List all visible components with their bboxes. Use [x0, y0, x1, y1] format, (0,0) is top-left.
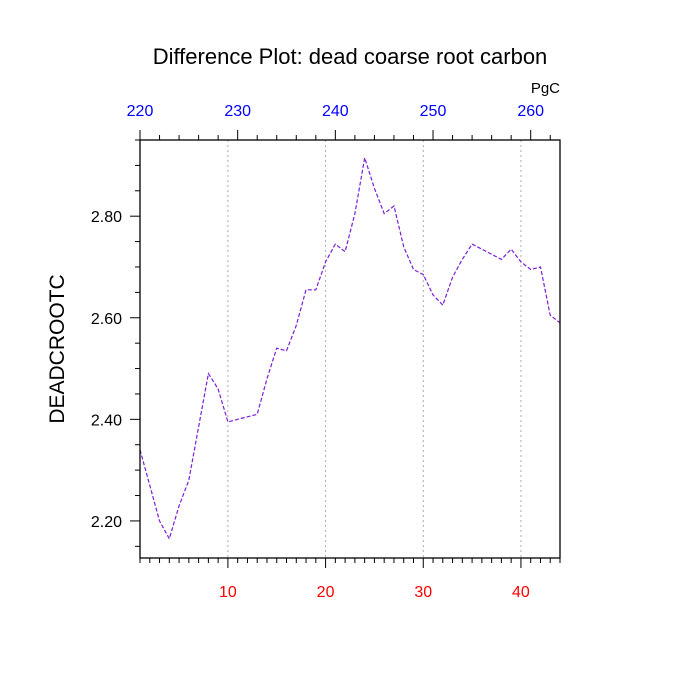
top-tick-label: 260: [517, 103, 544, 120]
top-tick-label: 220: [127, 103, 154, 120]
units-label: PgC: [530, 80, 560, 97]
chart-title: Difference Plot: dead coarse root carbon: [152, 44, 548, 69]
plot-frame: [139, 139, 561, 559]
y-tick-label: 2.60: [91, 311, 122, 328]
series-line: [139, 157, 561, 541]
x-tick-label: 20: [317, 584, 335, 601]
series-layer: [139, 157, 561, 541]
y-tick-label: 2.40: [91, 412, 122, 429]
top-tick-label: 230: [224, 103, 251, 120]
y-tick-label: 2.80: [91, 209, 122, 226]
x-tick-label: 10: [219, 584, 237, 601]
grid-lines: [227, 140, 522, 558]
axes: 10 20 30 40 220 230 240 250 260 2.20 2.40 2.60 2.80: [91, 103, 561, 601]
x-tick-label: 40: [512, 584, 530, 601]
y-tick-label: 2.20: [91, 514, 122, 531]
y-axis-label: DEADCROOTC: [46, 274, 69, 423]
top-tick-label: 250: [420, 103, 447, 120]
top-tick-label: 240: [322, 103, 349, 120]
x-tick-label: 30: [414, 584, 432, 601]
